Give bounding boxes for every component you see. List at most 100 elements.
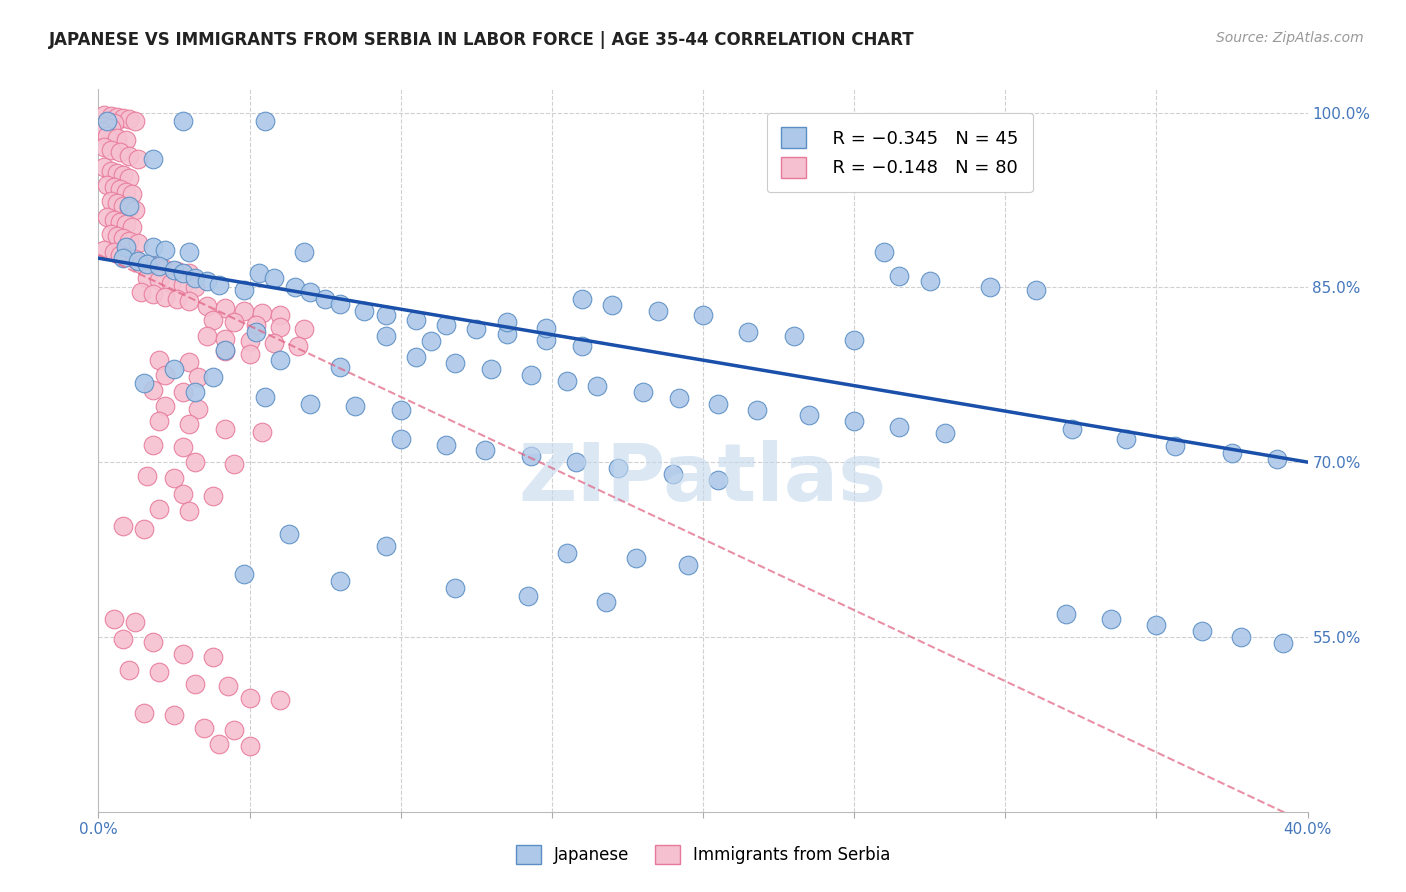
Point — [844, 333, 866, 347]
Point — [105, 229, 128, 244]
Point — [474, 443, 496, 458]
Point — [100, 143, 122, 157]
Point — [444, 581, 467, 595]
Point — [495, 326, 517, 341]
Point — [269, 352, 291, 367]
Point — [100, 120, 122, 135]
Point — [114, 239, 136, 253]
Point — [253, 390, 276, 404]
Point — [374, 308, 396, 322]
Point — [105, 166, 128, 180]
Point — [284, 280, 307, 294]
Point — [534, 321, 557, 335]
Point — [783, 329, 806, 343]
Point — [114, 218, 136, 232]
Point — [232, 283, 254, 297]
Point — [148, 352, 170, 367]
Point — [214, 344, 236, 359]
Point — [208, 737, 231, 751]
Point — [114, 185, 136, 199]
Point — [873, 245, 896, 260]
Point — [127, 152, 149, 166]
Point — [148, 260, 170, 274]
Point — [148, 414, 170, 428]
Point — [163, 471, 186, 485]
Point — [111, 169, 134, 183]
Point — [565, 455, 588, 469]
Point — [129, 285, 152, 299]
Point — [314, 292, 336, 306]
Point — [100, 227, 122, 241]
Point — [193, 721, 215, 735]
Point — [269, 693, 291, 707]
Point — [245, 318, 267, 332]
Point — [195, 299, 218, 313]
Point — [253, 113, 276, 128]
Point — [707, 397, 730, 411]
Point — [934, 425, 956, 440]
Point — [118, 148, 141, 162]
Point — [676, 558, 699, 572]
Point — [179, 294, 201, 309]
Point — [135, 469, 157, 483]
Point — [93, 243, 115, 257]
Point — [103, 212, 125, 227]
Point — [224, 315, 246, 329]
Point — [1267, 451, 1289, 466]
Point — [389, 432, 412, 446]
Point — [481, 362, 503, 376]
Point — [111, 199, 134, 213]
Point — [172, 385, 194, 400]
Point — [129, 257, 152, 271]
Point — [153, 243, 176, 257]
Point — [239, 334, 262, 348]
Point — [918, 275, 941, 289]
Point — [118, 112, 141, 127]
Point — [135, 271, 157, 285]
Point — [121, 219, 143, 234]
Point — [1272, 636, 1295, 650]
Point — [118, 201, 141, 215]
Point — [142, 437, 165, 451]
Point — [374, 539, 396, 553]
Point — [93, 140, 115, 154]
Point — [148, 665, 170, 679]
Point — [571, 338, 593, 352]
Point — [124, 252, 146, 267]
Point — [214, 343, 236, 358]
Point — [118, 663, 141, 677]
Point — [93, 108, 115, 122]
Point — [269, 320, 291, 334]
Point — [172, 440, 194, 454]
Point — [1024, 283, 1046, 297]
Point — [214, 422, 236, 436]
Point — [148, 273, 170, 287]
Point — [172, 266, 194, 280]
Point — [344, 399, 367, 413]
Point — [329, 296, 352, 310]
Point — [239, 347, 262, 361]
Point — [93, 161, 115, 175]
Point — [263, 271, 285, 285]
Point — [195, 329, 218, 343]
Point — [1144, 618, 1167, 632]
Point — [1054, 607, 1077, 621]
Point — [127, 235, 149, 250]
Point — [166, 292, 188, 306]
Point — [93, 120, 115, 134]
Point — [214, 332, 236, 346]
Point — [142, 239, 165, 253]
Point — [277, 527, 299, 541]
Point — [163, 708, 186, 723]
Point — [184, 280, 207, 294]
Point — [214, 301, 236, 316]
Point — [1115, 432, 1137, 446]
Point — [434, 318, 457, 332]
Point — [668, 391, 690, 405]
Point — [797, 409, 820, 423]
Point — [299, 397, 322, 411]
Point — [100, 194, 122, 208]
Point — [179, 417, 201, 431]
Point — [287, 338, 309, 352]
Point — [172, 486, 194, 500]
